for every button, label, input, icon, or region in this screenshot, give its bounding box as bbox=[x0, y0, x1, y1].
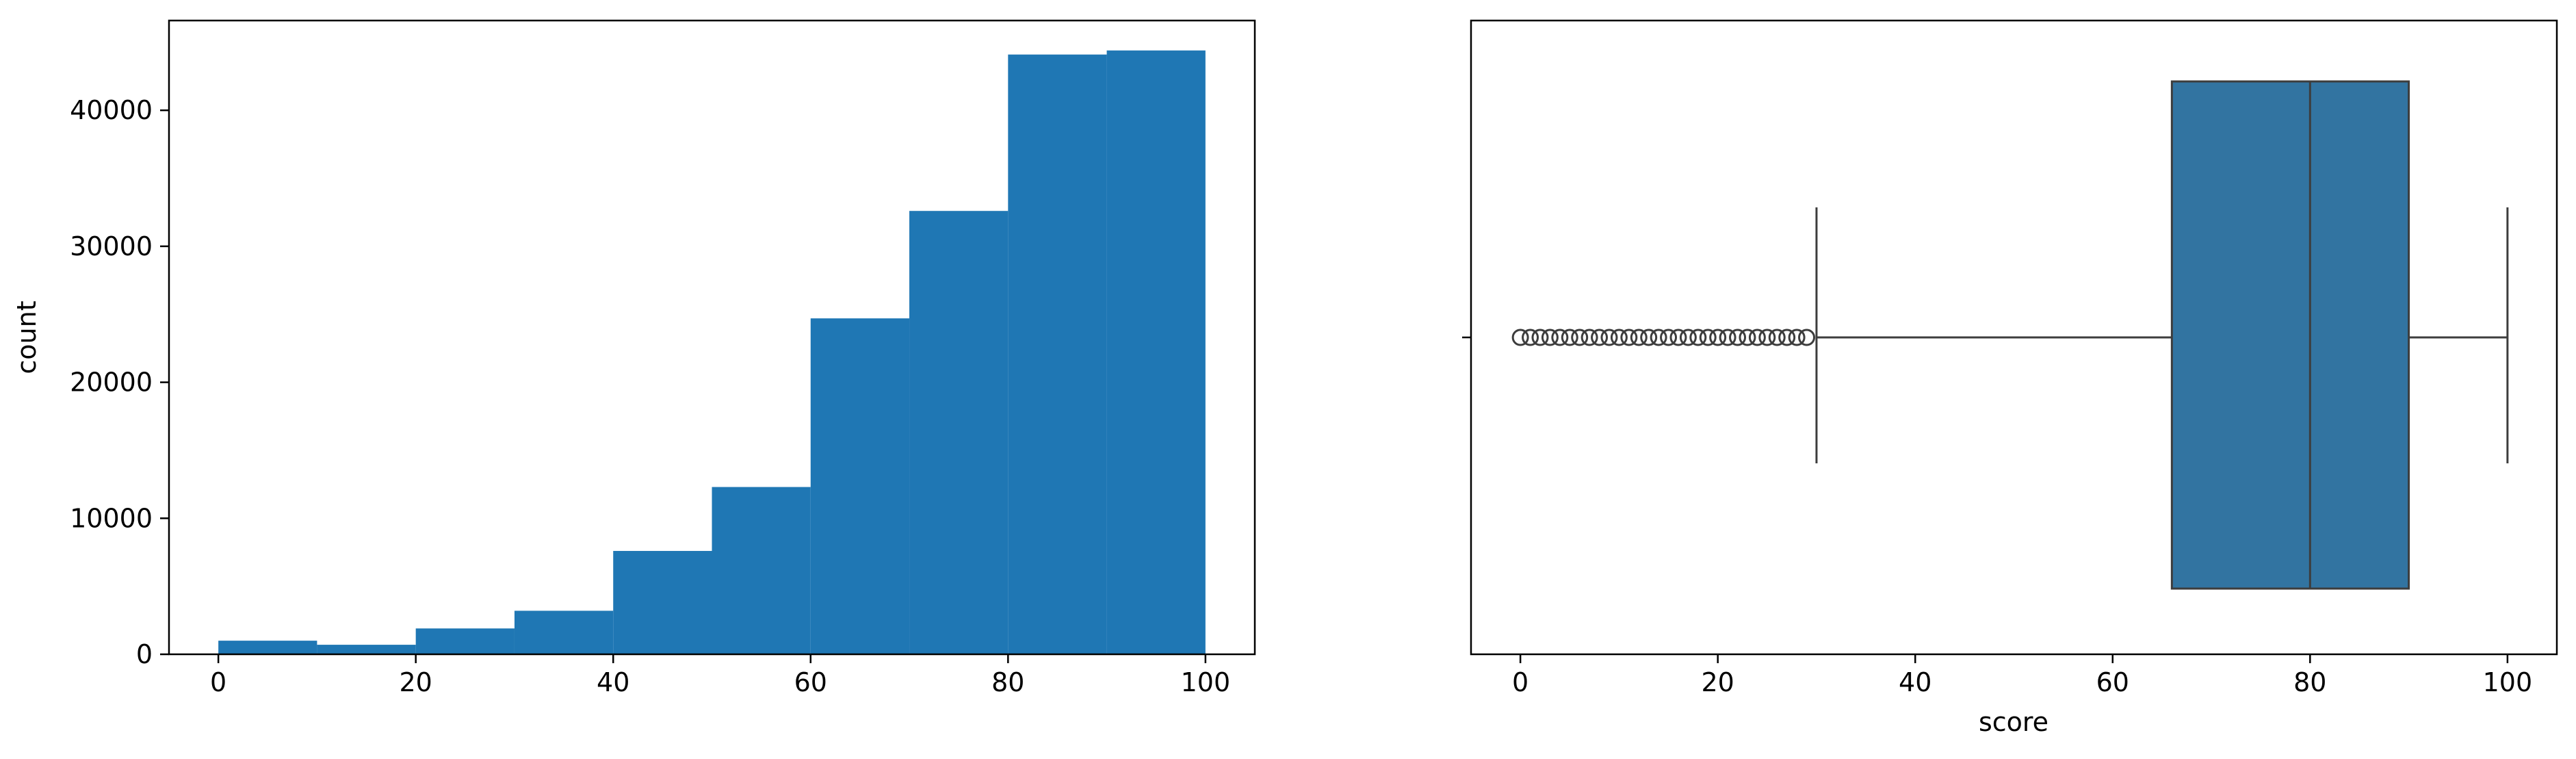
boxplot-x-tick-label: 0 bbox=[1512, 667, 1528, 697]
histogram-y-ticks: 0 10000 20000 30000 40000 bbox=[70, 95, 169, 669]
boxplot-elements bbox=[1511, 80, 2509, 590]
histogram-bar-0 bbox=[218, 641, 317, 654]
boxplot-x-ticks: 0 20 40 60 80 100 bbox=[1512, 654, 2532, 697]
boxplot-outlier-point bbox=[1561, 329, 1578, 346]
boxplot-outlier-point bbox=[1541, 329, 1559, 346]
boxplot-outlier-point bbox=[1660, 329, 1678, 346]
histogram-x-tick-label: 40 bbox=[597, 667, 629, 697]
histogram-x-tick-label: 60 bbox=[794, 667, 827, 697]
boxplot-outlier-point bbox=[1709, 329, 1727, 346]
histogram-bar-6 bbox=[810, 318, 910, 654]
boxplot-outlier-point bbox=[1669, 329, 1687, 346]
histogram-bar-4 bbox=[613, 550, 712, 654]
boxplot-outlier-point bbox=[1748, 329, 1766, 346]
histogram-bar-2 bbox=[415, 628, 515, 654]
boxplot-x-tick-label: 80 bbox=[2293, 667, 2326, 697]
histogram-bar-3 bbox=[514, 610, 614, 654]
histogram-y-axis-label: count bbox=[12, 300, 42, 374]
boxplot-outlier-point bbox=[1758, 329, 1776, 346]
boxplot-outlier-point bbox=[1600, 329, 1618, 346]
histogram-x-tick-label: 100 bbox=[1181, 667, 1231, 697]
histogram-bar-8 bbox=[1008, 54, 1107, 655]
histogram-bar-1 bbox=[317, 645, 416, 654]
boxplot-box bbox=[2170, 80, 2410, 590]
histogram-axes-frame bbox=[168, 19, 1256, 656]
boxplot-outlier-point bbox=[1630, 329, 1648, 346]
boxplot-outlier-point bbox=[1798, 329, 1816, 346]
boxplot-outlier-point bbox=[1719, 329, 1736, 346]
histogram-y-tick-label: 40000 bbox=[70, 95, 153, 125]
histogram-y-tick-label: 30000 bbox=[70, 231, 153, 261]
boxplot-outlier-point bbox=[1580, 329, 1598, 346]
histogram-y-tick-label: 20000 bbox=[70, 368, 153, 398]
boxplot-outlier-point bbox=[1551, 329, 1569, 346]
boxplot-outlier-point bbox=[1768, 329, 1786, 346]
histogram-bar-7 bbox=[909, 211, 1009, 655]
histogram-x-ticks: 0 20 40 60 80 100 bbox=[210, 654, 1230, 697]
boxplot-outlier-point bbox=[1522, 329, 1539, 346]
boxplot-outlier-point bbox=[1591, 329, 1609, 346]
boxplot-outlier-point bbox=[1788, 329, 1806, 346]
boxplot-outlier-point bbox=[1778, 329, 1796, 346]
boxplot-outlier-point bbox=[1739, 329, 1756, 346]
boxplot-outlier-point bbox=[1679, 329, 1697, 346]
boxplot-outlier-point bbox=[1729, 329, 1747, 346]
boxplot-panel: 0 20 40 60 80 100 score bbox=[1462, 19, 2558, 737]
boxplot-outlier-point bbox=[1689, 329, 1707, 346]
boxplot-x-tick-label: 60 bbox=[2096, 667, 2129, 697]
boxplot-outlier-point bbox=[1610, 329, 1628, 346]
boxplot-outlier-point bbox=[1620, 329, 1638, 346]
boxplot-x-axis-label: score bbox=[1979, 707, 2048, 737]
histogram-y-tick-label: 0 bbox=[136, 639, 153, 669]
histogram-panel: 0 20 40 60 80 100 0 10000 20000 30000 40000 count bbox=[12, 19, 1256, 697]
boxplot-outlier-point bbox=[1650, 329, 1667, 346]
histogram-x-tick-label: 80 bbox=[991, 667, 1024, 697]
boxplot-x-tick-label: 20 bbox=[1702, 667, 1734, 697]
boxplot-outlier-point bbox=[1640, 329, 1658, 346]
histogram-x-tick-label: 0 bbox=[210, 667, 226, 697]
boxplot-outlier-point bbox=[1699, 329, 1717, 346]
histogram-bar-9 bbox=[1106, 50, 1206, 654]
histogram-y-tick-label: 10000 bbox=[70, 503, 153, 533]
boxplot-x-tick-label: 40 bbox=[1899, 667, 1931, 697]
boxplot-outlier-point bbox=[1511, 329, 1529, 346]
boxplot-x-tick-label: 100 bbox=[2483, 667, 2533, 697]
boxplot-outlier-point bbox=[1531, 329, 1549, 346]
histogram-bar-5 bbox=[712, 487, 811, 654]
histogram-x-tick-label: 20 bbox=[400, 667, 432, 697]
boxplot-outlier-point bbox=[1571, 329, 1589, 346]
histogram-bars bbox=[218, 50, 1206, 655]
